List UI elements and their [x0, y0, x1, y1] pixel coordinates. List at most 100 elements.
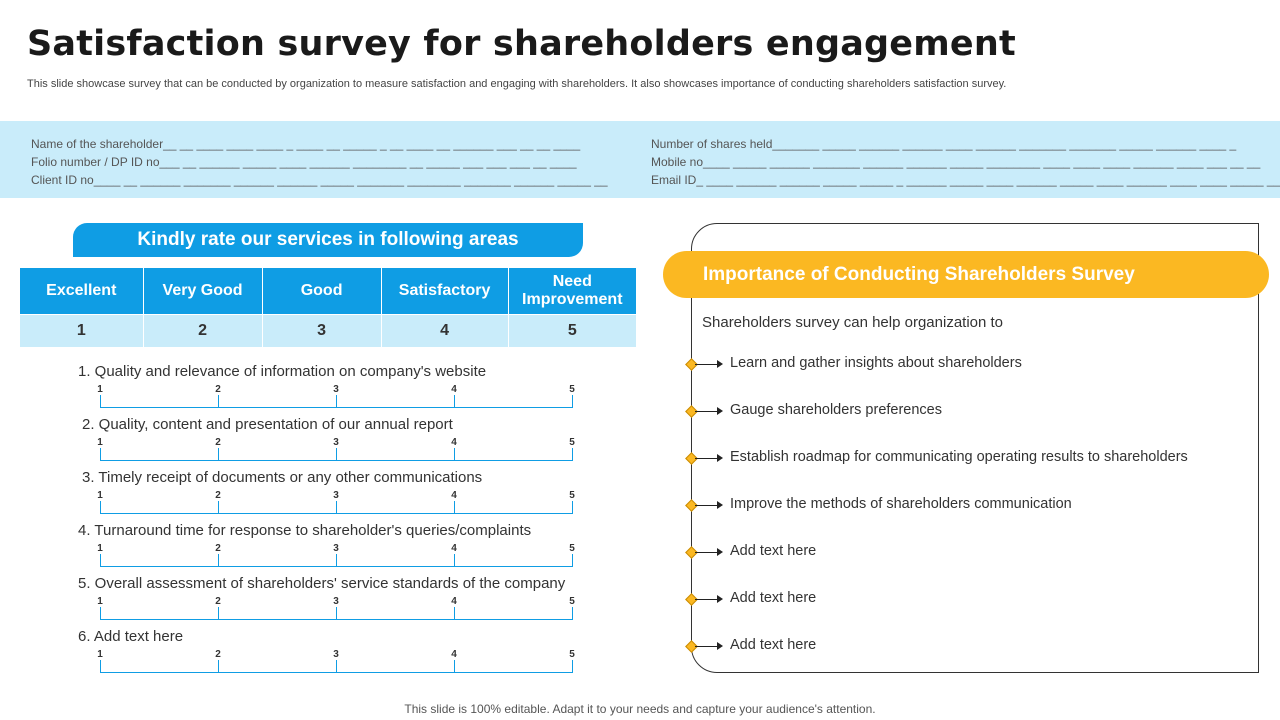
rating-number: 4 [380, 314, 509, 348]
rating-legend-table: Excellent Very Good Good Satisfactory Ne… [19, 267, 638, 348]
scale-tick-label: 5 [569, 490, 575, 501]
rating-scale-3[interactable]: 1 2 3 4 5 [97, 490, 575, 514]
importance-item-text: Improve the methods of shareholders comm… [730, 496, 1072, 512]
survey-question-2: 2. Quality, content and presentation of … [82, 416, 453, 433]
scale-tick-label: 1 [97, 490, 103, 501]
importance-item: Add text here [685, 636, 1246, 656]
scale-tick[interactable] [100, 395, 101, 408]
mobile-field[interactable]: Mobile no____ _____ ______ _______ _____… [651, 155, 1261, 169]
scale-tick[interactable] [572, 448, 573, 461]
scale-tick-label: 3 [333, 543, 339, 554]
scale-tick-label: 3 [333, 490, 339, 501]
scale-tick[interactable] [218, 554, 219, 567]
survey-question-6: 6. Add text here [78, 628, 184, 645]
importance-item: Add text here [685, 589, 1246, 609]
importance-item-text: Add text here [730, 543, 817, 559]
scale-tick[interactable] [100, 554, 101, 567]
scale-tick-label: 1 [97, 437, 103, 448]
scale-tick[interactable] [336, 660, 337, 673]
rating-scale-6[interactable]: 1 2 3 4 5 [97, 649, 575, 673]
importance-banner: Importance of Conducting Shareholders Su… [663, 251, 1269, 298]
scale-tick[interactable] [100, 660, 101, 673]
scale-tick[interactable] [218, 395, 219, 408]
scale-tick[interactable] [336, 554, 337, 567]
scale-tick[interactable] [454, 395, 455, 408]
arrow-head-icon [717, 454, 723, 462]
shareholder-info-left: Name of the shareholder__ __ ____ ____ _… [31, 135, 608, 189]
importance-item: Improve the methods of shareholders comm… [685, 495, 1246, 515]
scale-tick-label: 3 [333, 437, 339, 448]
scale-tick-label: 3 [333, 384, 339, 395]
importance-item: Establish roadmap for communicating oper… [685, 448, 1246, 468]
scale-tick-label: 4 [451, 384, 457, 395]
rating-scale-1[interactable]: 1 2 3 4 5 [97, 384, 575, 408]
scale-tick[interactable] [454, 448, 455, 461]
scale-tick-label: 1 [97, 649, 103, 660]
scale-tick[interactable] [572, 554, 573, 567]
scale-tick[interactable] [454, 554, 455, 567]
rating-header-satisfactory: Satisfactory [380, 267, 509, 315]
importance-item-text: Learn and gather insights about sharehol… [730, 355, 1022, 371]
scale-tick-label: 3 [333, 649, 339, 660]
scale-tick[interactable] [218, 501, 219, 514]
scale-tick[interactable] [336, 395, 337, 408]
scale-tick[interactable] [454, 501, 455, 514]
shareholder-name-field[interactable]: Name of the shareholder__ __ ____ ____ _… [31, 137, 581, 151]
arrow-head-icon [717, 501, 723, 509]
rating-header-excellent: Excellent [19, 267, 144, 315]
arrow-right-icon [695, 646, 719, 647]
arrow-head-icon [717, 548, 723, 556]
rating-header-good: Good [261, 267, 382, 315]
scale-tick[interactable] [218, 660, 219, 673]
importance-panel [691, 223, 1259, 673]
scale-tick[interactable] [336, 607, 337, 620]
arrow-right-icon [695, 458, 719, 459]
rating-scale-5[interactable]: 1 2 3 4 5 [97, 596, 575, 620]
scale-tick-label: 4 [451, 437, 457, 448]
scale-tick[interactable] [572, 660, 573, 673]
arrow-head-icon [717, 360, 723, 368]
scale-tick[interactable] [218, 448, 219, 461]
scale-tick-label: 2 [215, 437, 221, 448]
arrow-right-icon [695, 411, 719, 412]
arrow-head-icon [717, 407, 723, 415]
arrow-head-icon [717, 642, 723, 650]
scale-tick-label: 5 [569, 543, 575, 554]
scale-tick-label: 5 [569, 649, 575, 660]
scale-tick-label: 5 [569, 437, 575, 448]
survey-question-5: 5. Overall assessment of shareholders' s… [78, 575, 566, 592]
scale-tick[interactable] [572, 501, 573, 514]
importance-intro: Shareholders survey can help organizatio… [702, 314, 1004, 331]
folio-number-field[interactable]: Folio number / DP ID no___ __ ______ ___… [31, 155, 577, 169]
importance-item-text: Gauge shareholders preferences [730, 402, 942, 418]
rating-number: 3 [261, 314, 382, 348]
scale-tick[interactable] [336, 448, 337, 461]
rating-scale-2[interactable]: 1 2 3 4 5 [97, 437, 575, 461]
rate-services-banner: Kindly rate our services in following ar… [73, 223, 583, 257]
survey-question-4: 4. Turnaround time for response to share… [78, 522, 532, 539]
scale-tick[interactable] [100, 448, 101, 461]
importance-item: Add text here [685, 542, 1246, 562]
scale-tick[interactable] [100, 607, 101, 620]
shares-held-field[interactable]: Number of shares held_______ _____ _____… [651, 137, 1237, 151]
scale-tick-label: 4 [451, 649, 457, 660]
email-field[interactable]: Email ID_ ____ ______ ______ _____ _____… [651, 173, 1280, 187]
scale-tick[interactable] [336, 501, 337, 514]
scale-tick[interactable] [572, 607, 573, 620]
scale-tick-label: 2 [215, 490, 221, 501]
scale-tick-label: 1 [97, 596, 103, 607]
shareholder-info-right: Number of shares held_______ _____ _____… [651, 135, 1280, 189]
scale-tick[interactable] [100, 501, 101, 514]
importance-item-text: Add text here [730, 590, 817, 606]
scale-tick[interactable] [218, 607, 219, 620]
arrow-right-icon [695, 552, 719, 553]
arrow-right-icon [695, 505, 719, 506]
scale-tick-label: 4 [451, 596, 457, 607]
scale-tick-label: 3 [333, 596, 339, 607]
scale-tick[interactable] [454, 660, 455, 673]
scale-tick[interactable] [572, 395, 573, 408]
client-id-field[interactable]: Client ID no____ __ ______ _______ _____… [31, 173, 608, 187]
rating-scale-4[interactable]: 1 2 3 4 5 [97, 543, 575, 567]
scale-tick[interactable] [454, 607, 455, 620]
scale-tick-label: 4 [451, 490, 457, 501]
